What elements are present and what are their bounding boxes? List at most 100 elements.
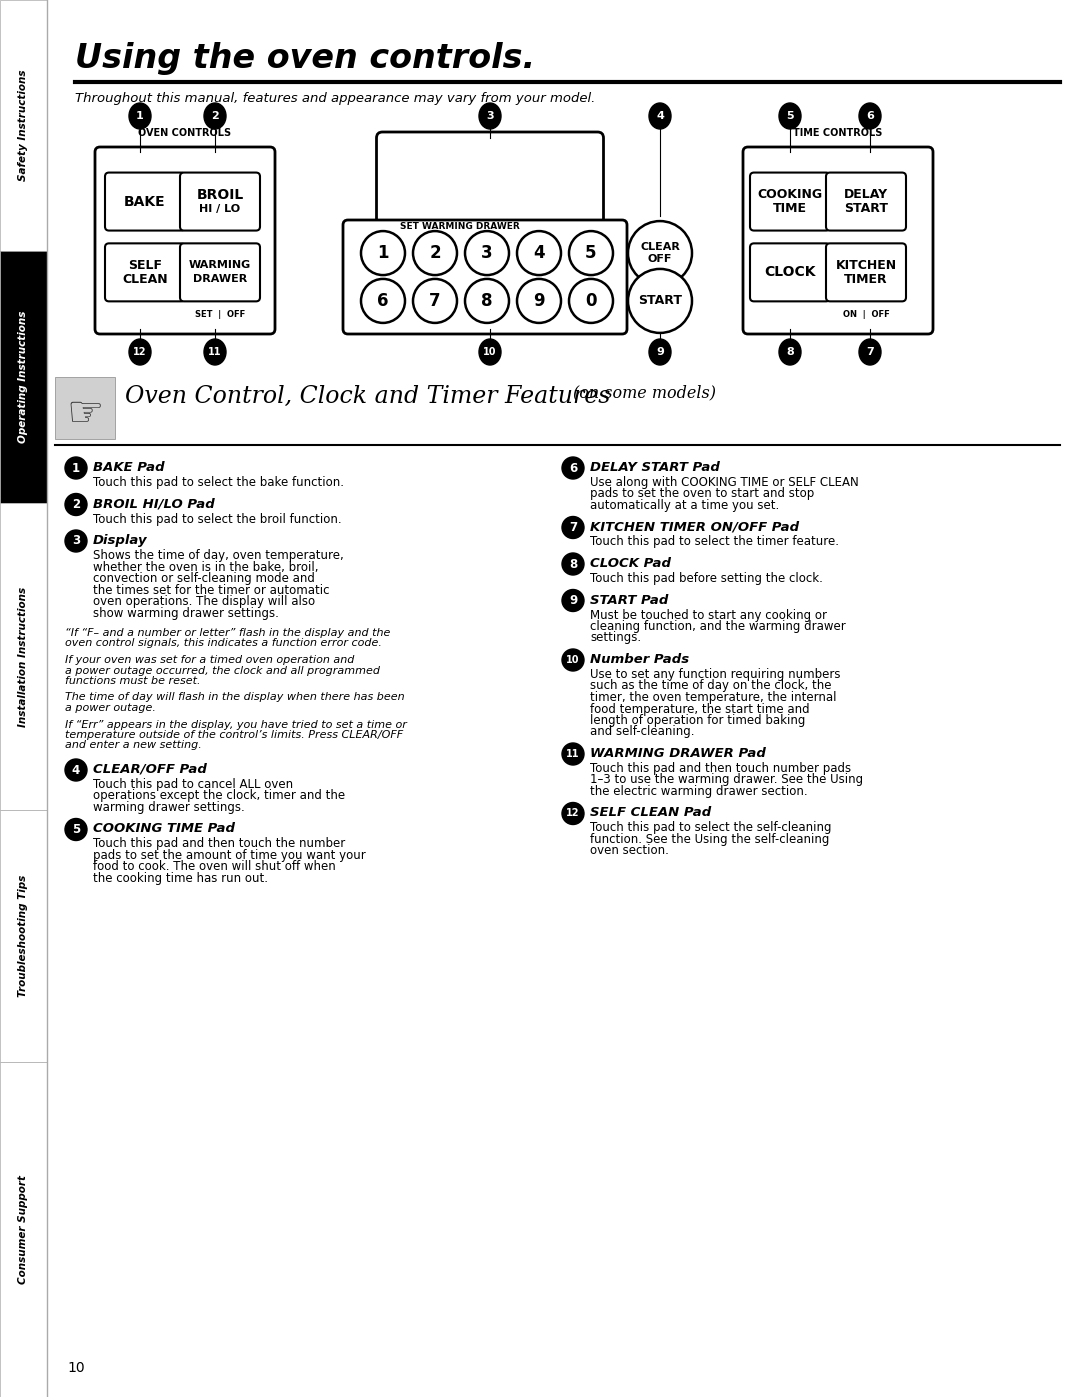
Text: a power outage.: a power outage.	[65, 703, 156, 712]
Text: DELAY START Pad: DELAY START Pad	[590, 461, 720, 474]
Text: CLEAN: CLEAN	[122, 272, 167, 286]
Ellipse shape	[649, 339, 671, 365]
Text: Installation Instructions: Installation Instructions	[18, 587, 28, 726]
Ellipse shape	[859, 103, 881, 129]
Text: (on some models): (on some models)	[573, 384, 716, 401]
Text: Use to set any function requiring numbers: Use to set any function requiring number…	[590, 668, 840, 680]
Text: the electric warming drawer section.: the electric warming drawer section.	[590, 785, 808, 798]
Circle shape	[562, 553, 584, 576]
Text: Safety Instructions: Safety Instructions	[18, 70, 28, 182]
Text: CLEAR
OFF: CLEAR OFF	[640, 242, 680, 264]
FancyBboxPatch shape	[826, 243, 906, 302]
FancyBboxPatch shape	[377, 131, 604, 226]
Text: 12: 12	[566, 809, 580, 819]
Circle shape	[465, 279, 509, 323]
Text: 8: 8	[482, 292, 492, 310]
Text: WARMING DRAWER Pad: WARMING DRAWER Pad	[590, 747, 766, 760]
Text: Touch this pad before setting the clock.: Touch this pad before setting the clock.	[590, 571, 823, 585]
Circle shape	[569, 231, 613, 275]
Text: pads to set the amount of time you want your: pads to set the amount of time you want …	[93, 849, 366, 862]
Circle shape	[65, 457, 87, 479]
Text: 9: 9	[534, 292, 544, 310]
Text: the cooking time has run out.: the cooking time has run out.	[93, 872, 268, 886]
Ellipse shape	[649, 103, 671, 129]
Circle shape	[562, 743, 584, 766]
Text: ☞: ☞	[66, 393, 104, 434]
Circle shape	[65, 819, 87, 841]
Circle shape	[361, 279, 405, 323]
Text: START: START	[638, 295, 681, 307]
Text: ON  |  OFF: ON | OFF	[842, 310, 889, 319]
Text: 6: 6	[377, 292, 389, 310]
Text: 7: 7	[569, 521, 577, 534]
Bar	[0, 810, 48, 1062]
Text: 11: 11	[208, 346, 221, 358]
Text: Operating Instructions: Operating Instructions	[18, 312, 28, 443]
Text: 5: 5	[72, 823, 80, 835]
Circle shape	[65, 529, 87, 552]
Text: function. See the Using the self-cleaning: function. See the Using the self-cleanin…	[590, 833, 829, 847]
Text: 7: 7	[866, 346, 874, 358]
Text: COOKING TIME Pad: COOKING TIME Pad	[93, 823, 235, 835]
Text: 1: 1	[72, 461, 80, 475]
Text: Number Pads: Number Pads	[590, 652, 689, 666]
Circle shape	[562, 457, 584, 479]
Text: Display: Display	[93, 534, 148, 548]
Text: food temperature, the start time and: food temperature, the start time and	[590, 703, 810, 715]
Text: SET WARMING DRAWER: SET WARMING DRAWER	[400, 222, 519, 231]
FancyBboxPatch shape	[826, 173, 906, 231]
Text: whether the oven is in the bake, broil,: whether the oven is in the bake, broil,	[93, 560, 319, 574]
Text: “If “F– and a number or letter” flash in the display and the: “If “F– and a number or letter” flash in…	[65, 629, 390, 638]
Text: TIME: TIME	[773, 203, 807, 215]
Text: HI / LO: HI / LO	[200, 204, 241, 214]
Text: Must be touched to start any cooking or: Must be touched to start any cooking or	[590, 609, 827, 622]
Text: CLOCK: CLOCK	[765, 265, 815, 279]
Text: SELF: SELF	[129, 258, 162, 272]
Text: 3: 3	[486, 110, 494, 122]
Text: COOKING: COOKING	[757, 189, 823, 201]
Text: pads to set the oven to start and stop: pads to set the oven to start and stop	[590, 488, 814, 500]
Circle shape	[627, 268, 692, 332]
Text: SET  |  OFF: SET | OFF	[194, 310, 245, 319]
Text: 6: 6	[866, 110, 874, 122]
Text: 9: 9	[569, 594, 577, 608]
Text: the times set for the timer or automatic: the times set for the timer or automatic	[93, 584, 329, 597]
Circle shape	[413, 231, 457, 275]
Text: 8: 8	[786, 346, 794, 358]
Text: BROIL: BROIL	[197, 187, 244, 201]
Text: 4: 4	[656, 110, 664, 122]
Bar	[55, 377, 114, 439]
Text: cleaning function, and the warming drawer: cleaning function, and the warming drawe…	[590, 620, 846, 633]
Text: show warming drawer settings.: show warming drawer settings.	[93, 606, 279, 619]
Text: 2: 2	[429, 244, 441, 263]
FancyBboxPatch shape	[750, 173, 831, 231]
Text: 4: 4	[72, 764, 80, 777]
Text: timer, the oven temperature, the internal: timer, the oven temperature, the interna…	[590, 692, 837, 704]
Text: If “Err” appears in the display, you have tried to set a time or: If “Err” appears in the display, you hav…	[65, 719, 407, 729]
Text: and enter a new setting.: and enter a new setting.	[65, 740, 202, 750]
Text: 12: 12	[133, 346, 147, 358]
Text: START Pad: START Pad	[590, 594, 669, 606]
Text: 10: 10	[67, 1361, 84, 1375]
Circle shape	[65, 759, 87, 781]
Ellipse shape	[480, 339, 501, 365]
FancyBboxPatch shape	[180, 243, 260, 302]
Text: functions must be reset.: functions must be reset.	[65, 676, 201, 686]
Text: settings.: settings.	[590, 631, 642, 644]
FancyBboxPatch shape	[750, 243, 831, 302]
Text: If your oven was set for a timed oven operation and: If your oven was set for a timed oven op…	[65, 655, 354, 665]
Text: 5: 5	[585, 244, 597, 263]
Text: 8: 8	[569, 557, 577, 570]
Circle shape	[562, 802, 584, 824]
Ellipse shape	[204, 103, 226, 129]
Text: Throughout this manual, features and appearance may vary from your model.: Throughout this manual, features and app…	[75, 92, 595, 105]
Text: BAKE Pad: BAKE Pad	[93, 461, 164, 474]
Text: DRAWER: DRAWER	[193, 274, 247, 285]
FancyBboxPatch shape	[105, 243, 185, 302]
Text: DELAY: DELAY	[843, 189, 888, 201]
Text: Touch this pad and then touch number pads: Touch this pad and then touch number pad…	[590, 761, 851, 775]
Ellipse shape	[129, 339, 151, 365]
Text: 6: 6	[569, 461, 577, 475]
Text: food to cook. The oven will shut off when: food to cook. The oven will shut off whe…	[93, 861, 336, 873]
Text: Touch this pad to select the self-cleaning: Touch this pad to select the self-cleani…	[590, 821, 832, 834]
